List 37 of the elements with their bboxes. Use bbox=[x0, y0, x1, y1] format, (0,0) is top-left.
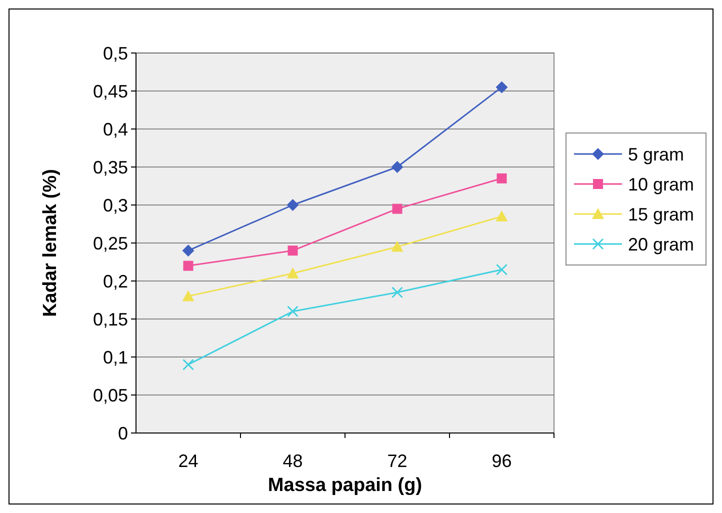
point bbox=[392, 204, 402, 214]
legend-label: 5 gram bbox=[628, 144, 684, 164]
point bbox=[182, 244, 194, 257]
y-tick-label: 0,5 bbox=[102, 43, 128, 64]
point bbox=[286, 267, 299, 278]
x-tick-label: 96 bbox=[492, 451, 512, 471]
point bbox=[496, 210, 508, 222]
point bbox=[183, 260, 194, 271]
x-tick-label: 48 bbox=[282, 451, 303, 471]
y-axis-title: Kadar lemak (%) bbox=[40, 169, 61, 317]
point bbox=[392, 286, 403, 298]
y-tick-label: 0,05 bbox=[92, 385, 128, 406]
point bbox=[286, 199, 299, 211]
y-tick-label: 0,2 bbox=[102, 271, 128, 292]
x-axis-title: Massa papain (g) bbox=[268, 475, 422, 496]
y-tick-label: 0,3 bbox=[102, 195, 128, 216]
point bbox=[391, 240, 404, 252]
point bbox=[391, 161, 404, 173]
y-tick-label: 0,45 bbox=[92, 81, 128, 102]
y-tick-label: 0,4 bbox=[102, 119, 128, 140]
point bbox=[182, 358, 194, 370]
legend-label: 15 gram bbox=[628, 204, 694, 224]
x-tick-label: 24 bbox=[178, 451, 198, 471]
point bbox=[496, 173, 507, 184]
point bbox=[287, 306, 298, 318]
legend-label: 10 gram bbox=[628, 174, 694, 194]
y-tick-label: 0,35 bbox=[92, 157, 128, 178]
y-tick-label: 0 bbox=[118, 423, 128, 444]
point bbox=[182, 290, 194, 302]
y-tick-label: 0,1 bbox=[102, 347, 128, 368]
point bbox=[496, 264, 508, 276]
y-tick-label: 0,15 bbox=[92, 309, 128, 330]
x-tick-label: 72 bbox=[387, 451, 408, 471]
y-tick-label: 0,25 bbox=[92, 233, 128, 254]
legend-label: 20 gram bbox=[628, 234, 694, 254]
point bbox=[496, 81, 508, 94]
point bbox=[288, 246, 298, 256]
